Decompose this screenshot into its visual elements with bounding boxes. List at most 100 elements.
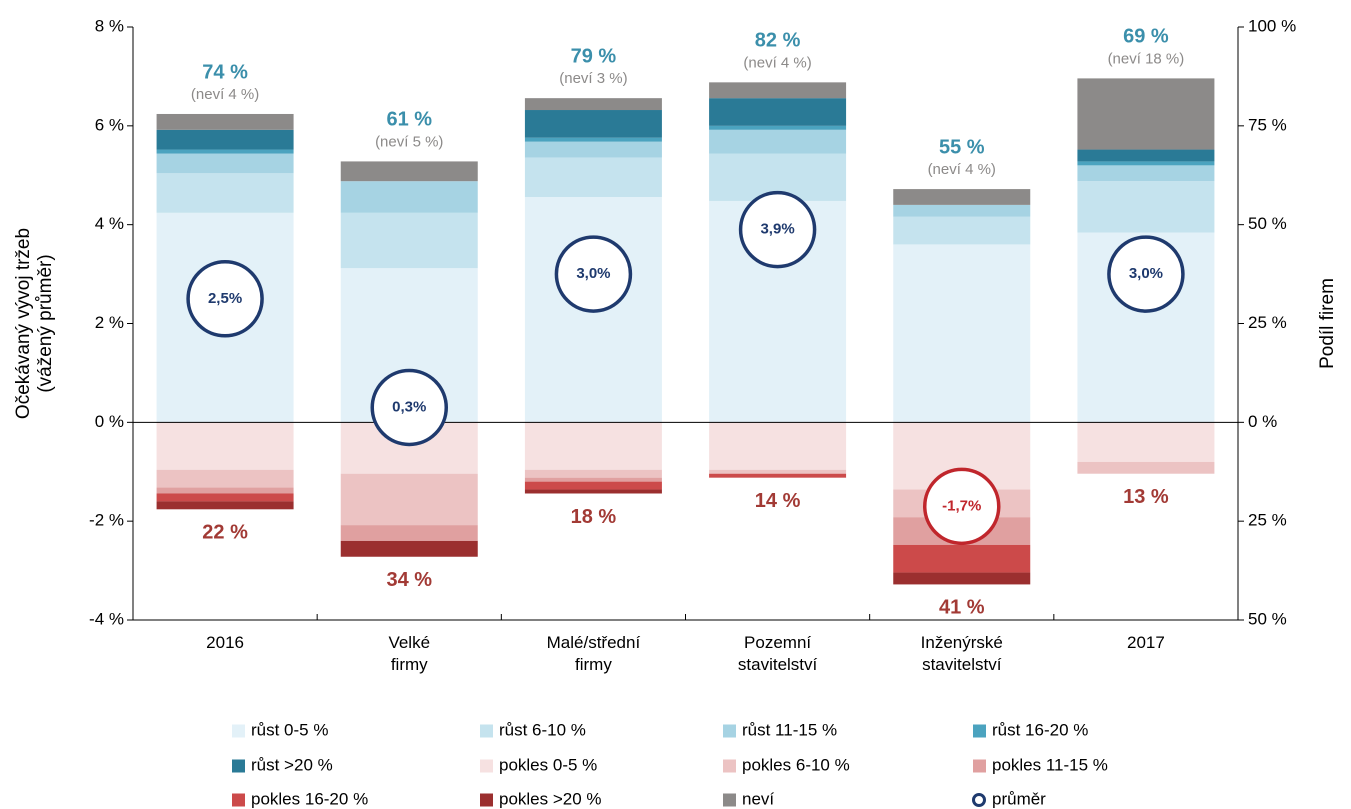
bar-segment bbox=[709, 473, 847, 478]
unknown-label: (neví 4 %) bbox=[928, 161, 996, 178]
bar-segment bbox=[156, 129, 294, 150]
x-tick-label: Malé/střední firmy bbox=[547, 633, 641, 674]
unknown-label: (neví 5 %) bbox=[375, 133, 443, 150]
bar-segment bbox=[340, 181, 478, 213]
bar-segment bbox=[1077, 78, 1215, 150]
average-label: 3,0% bbox=[576, 265, 610, 282]
legend-label: růst 0-5 % bbox=[251, 720, 328, 739]
legend-swatch bbox=[723, 793, 736, 807]
decline-label: 41 % bbox=[939, 597, 985, 619]
bar-segment bbox=[156, 113, 294, 130]
y2-tick-label: 75 % bbox=[1248, 115, 1287, 134]
average-marker bbox=[738, 190, 817, 269]
bar-segment bbox=[156, 153, 294, 174]
legend-swatch bbox=[973, 724, 986, 738]
x-tick-line: stavitelství bbox=[738, 655, 818, 674]
legend-swatch bbox=[723, 759, 736, 773]
growth-label: 61 % bbox=[386, 109, 432, 131]
legend-label: průměr bbox=[992, 789, 1046, 808]
bar-segment bbox=[156, 149, 294, 154]
decline-label: 34 % bbox=[386, 569, 432, 591]
bar-segment bbox=[340, 540, 478, 557]
legend-label: růst 6-10 % bbox=[499, 720, 586, 739]
bar-segment bbox=[709, 82, 847, 99]
x-tick-line: firmy bbox=[575, 655, 612, 674]
average-marker bbox=[554, 235, 633, 313]
legend-swatch bbox=[232, 793, 245, 807]
bar-segment bbox=[709, 422, 847, 470]
bar-segment bbox=[893, 204, 1031, 217]
growth-label: 79 % bbox=[571, 45, 617, 67]
decline-label: 22 % bbox=[202, 522, 248, 544]
x-tick-line: 2017 bbox=[1127, 633, 1165, 652]
growth-label: 74 % bbox=[202, 61, 248, 83]
bar-segment bbox=[893, 216, 1031, 245]
bar-segment bbox=[1077, 149, 1215, 162]
x-tick-line: Pozemní bbox=[744, 633, 811, 652]
y-tick-label: -4 % bbox=[89, 609, 124, 628]
y-axis-label-line: (vážený průměr) bbox=[35, 254, 56, 392]
average-marker bbox=[923, 467, 1001, 546]
legend-label: růst 16-20 % bbox=[992, 720, 1088, 739]
y2-tick-label: 0 % bbox=[1248, 412, 1277, 431]
average-label: 3,0% bbox=[1129, 265, 1163, 282]
unknown-label: (neví 4 %) bbox=[191, 86, 259, 103]
bar-segment bbox=[524, 141, 662, 158]
bar-segment bbox=[156, 501, 294, 510]
y2-tick-label: 100 % bbox=[1248, 16, 1296, 35]
bar-segment bbox=[709, 125, 847, 130]
legend-swatch bbox=[480, 793, 493, 807]
bar-segment bbox=[893, 189, 1031, 205]
y2-axis-label: Podíl firem bbox=[1317, 278, 1338, 369]
y-axis-label: Očekávaný vývoj tržeb(vážený průměr) bbox=[13, 228, 56, 419]
bar-segment bbox=[524, 481, 662, 490]
legend-marker bbox=[972, 793, 986, 807]
bar-segment bbox=[524, 110, 662, 138]
average-label: -1,7% bbox=[942, 497, 981, 514]
legend-swatch bbox=[480, 724, 493, 738]
legend-swatch bbox=[480, 759, 493, 773]
legend-label: pokles 16-20 % bbox=[251, 789, 368, 808]
bar-segment bbox=[340, 161, 478, 182]
decline-label: 18 % bbox=[571, 506, 617, 528]
growth-label: 69 % bbox=[1123, 26, 1169, 48]
bar-segment bbox=[524, 137, 662, 142]
y2-tick-label: 25 % bbox=[1248, 313, 1287, 332]
bar-segment bbox=[524, 98, 662, 111]
bar-segment bbox=[156, 173, 294, 213]
bar-segment bbox=[1077, 422, 1215, 462]
y2-tick-label: 50 % bbox=[1248, 609, 1287, 628]
growth-label: 82 % bbox=[755, 30, 801, 52]
x-tick-label: 2016 bbox=[206, 633, 244, 652]
legend-swatch bbox=[232, 724, 245, 738]
y-tick-label: 4 % bbox=[95, 214, 124, 233]
unknown-label: (neví 4 %) bbox=[743, 54, 811, 71]
legend-label: pokles 11-15 % bbox=[992, 755, 1108, 774]
bar-segment bbox=[524, 422, 662, 470]
bar-segment bbox=[893, 544, 1031, 573]
bar-segment bbox=[709, 469, 847, 474]
y2-tick-label: 25 % bbox=[1248, 511, 1287, 530]
bar-segment bbox=[340, 473, 478, 526]
y-tick-label: 0 % bbox=[95, 412, 124, 431]
bar-segment bbox=[156, 469, 294, 488]
bar-segment bbox=[1077, 161, 1215, 166]
bar-segment bbox=[156, 493, 294, 502]
decline-label: 14 % bbox=[755, 490, 801, 512]
decline-label: 13 % bbox=[1123, 486, 1169, 508]
x-tick-line: Inženýrské bbox=[921, 633, 1003, 652]
bar-segment bbox=[524, 489, 662, 494]
legend-swatch bbox=[232, 759, 245, 773]
unknown-label: (neví 3 %) bbox=[559, 70, 627, 87]
x-tick-line: firmy bbox=[391, 655, 428, 674]
y-tick-label: 6 % bbox=[95, 115, 124, 134]
bar-segment bbox=[709, 129, 847, 154]
bar-segment bbox=[524, 157, 662, 197]
growth-label: 55 % bbox=[939, 136, 985, 158]
bar-segment bbox=[1077, 461, 1215, 474]
y-axis-label-line: Očekávaný vývoj tržeb bbox=[13, 228, 34, 419]
bar-segment bbox=[524, 477, 662, 482]
y-tick-label: 2 % bbox=[95, 313, 124, 332]
legend-label: pokles 0-5 % bbox=[499, 755, 597, 774]
